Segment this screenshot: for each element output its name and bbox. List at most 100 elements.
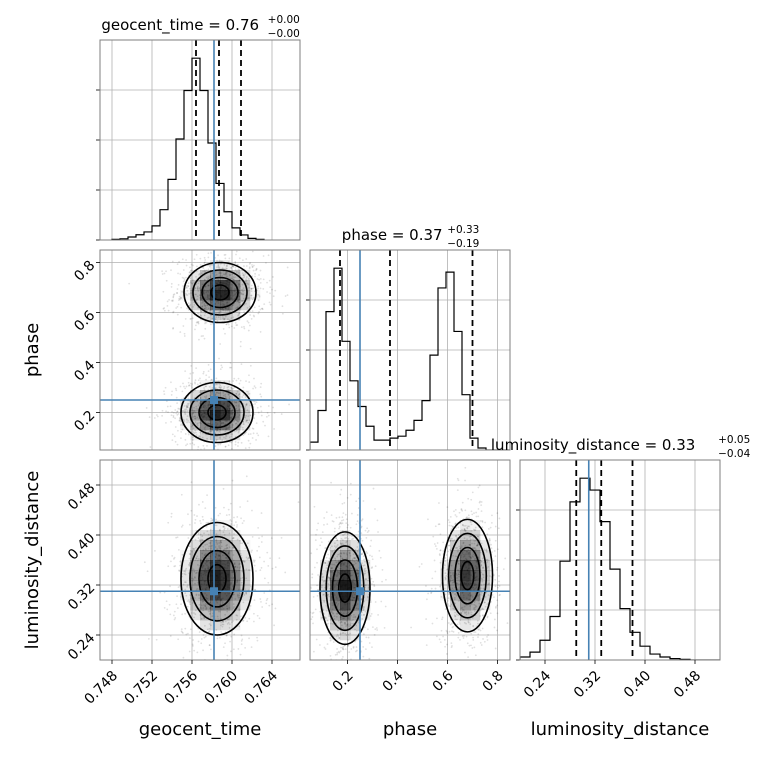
scatter-point bbox=[457, 573, 460, 576]
scatter-point bbox=[245, 420, 247, 423]
scatter-point bbox=[189, 318, 192, 320]
scatter-point bbox=[253, 417, 256, 420]
scatter-point bbox=[178, 416, 181, 419]
scatter-point bbox=[352, 646, 355, 649]
density-bin bbox=[210, 580, 221, 591]
scatter-point bbox=[385, 660, 387, 662]
density-bin bbox=[190, 570, 201, 581]
scatter-point bbox=[226, 275, 228, 278]
scatter-point bbox=[468, 543, 471, 546]
scatter-point bbox=[231, 411, 234, 414]
scatter-point bbox=[473, 546, 476, 549]
scatter-point bbox=[205, 307, 207, 309]
scatter-point bbox=[308, 621, 310, 623]
scatter-point bbox=[484, 618, 487, 621]
scatter-point bbox=[181, 631, 184, 634]
scatter-point bbox=[195, 405, 198, 408]
scatter-point bbox=[192, 568, 195, 571]
scatter-point bbox=[226, 267, 228, 270]
scatter-point bbox=[234, 430, 236, 433]
scatter-point bbox=[194, 538, 197, 541]
scatter-point bbox=[215, 391, 218, 394]
scatter-point bbox=[472, 624, 475, 627]
scatter-point bbox=[184, 413, 187, 415]
scatter-point bbox=[195, 594, 198, 597]
scatter-point bbox=[192, 427, 195, 430]
scatter-point bbox=[204, 605, 207, 607]
scatter-point bbox=[236, 411, 239, 414]
scatter-point bbox=[185, 259, 188, 261]
scatter-point bbox=[166, 304, 169, 307]
scatter-point bbox=[484, 521, 486, 524]
scatter-point bbox=[269, 303, 272, 306]
scatter-point bbox=[224, 445, 227, 448]
scatter-point bbox=[449, 580, 452, 583]
scatter-point bbox=[237, 263, 239, 266]
scatter-point bbox=[335, 612, 338, 615]
scatter-point bbox=[167, 411, 169, 414]
scatter-point bbox=[477, 673, 479, 675]
scatter-point bbox=[482, 567, 484, 569]
scatter-point bbox=[234, 462, 236, 464]
scatter-point bbox=[326, 643, 329, 645]
scatter-point bbox=[349, 548, 352, 551]
scatter-point bbox=[198, 313, 200, 315]
scatter-point bbox=[246, 282, 249, 285]
scatter-point bbox=[250, 294, 253, 297]
scatter-point bbox=[251, 535, 254, 538]
scatter-point bbox=[360, 525, 363, 528]
scatter-point bbox=[192, 279, 194, 282]
scatter-point bbox=[214, 453, 216, 455]
scatter-point bbox=[477, 599, 480, 602]
scatter-point bbox=[226, 547, 229, 550]
scatter-point bbox=[220, 541, 222, 544]
scatter-point bbox=[461, 523, 464, 526]
scatter-point bbox=[189, 303, 192, 306]
scatter-point bbox=[187, 513, 189, 516]
scatter-point bbox=[161, 414, 164, 417]
scatter-point bbox=[189, 600, 192, 603]
scatter-point bbox=[246, 409, 249, 412]
scatter-point bbox=[449, 579, 452, 582]
density-bin bbox=[230, 400, 241, 411]
scatter-point bbox=[198, 287, 201, 290]
scatter-point bbox=[261, 606, 264, 608]
density-bin bbox=[450, 550, 461, 561]
scatter-point bbox=[197, 640, 200, 643]
scatter-point bbox=[454, 618, 457, 621]
scatter-point bbox=[193, 443, 196, 446]
scatter-point bbox=[231, 423, 234, 426]
scatter-point bbox=[243, 274, 246, 277]
density-bin bbox=[220, 600, 231, 611]
scatter-point bbox=[227, 508, 230, 511]
scatter-point bbox=[185, 276, 187, 279]
scatter-point bbox=[199, 533, 202, 536]
scatter-point bbox=[255, 401, 258, 404]
scatter-point bbox=[233, 516, 235, 519]
scatter-point bbox=[190, 597, 193, 600]
scatter-point bbox=[215, 440, 217, 442]
scatter-point bbox=[209, 264, 212, 267]
scatter-point bbox=[431, 577, 434, 580]
density-bin bbox=[360, 600, 371, 611]
scatter-point bbox=[198, 434, 201, 437]
scatter-point bbox=[430, 592, 433, 595]
scatter-point bbox=[326, 623, 329, 626]
scatter-point bbox=[480, 559, 482, 562]
scatter-point bbox=[128, 282, 131, 285]
scatter-point bbox=[339, 542, 342, 545]
scatter-point bbox=[190, 385, 193, 387]
scatter-point bbox=[360, 614, 363, 616]
scatter-point bbox=[224, 273, 227, 276]
density-bin bbox=[210, 260, 221, 271]
scatter-point bbox=[239, 379, 242, 382]
density-bin bbox=[210, 290, 221, 301]
scatter-point bbox=[353, 557, 356, 559]
scatter-point bbox=[463, 528, 466, 531]
scatter-point bbox=[334, 653, 337, 656]
scatter-point bbox=[356, 546, 359, 548]
scatter-point bbox=[472, 625, 475, 628]
density-bin bbox=[200, 540, 211, 551]
scatter-point bbox=[214, 393, 217, 396]
scatter-point bbox=[456, 574, 458, 577]
